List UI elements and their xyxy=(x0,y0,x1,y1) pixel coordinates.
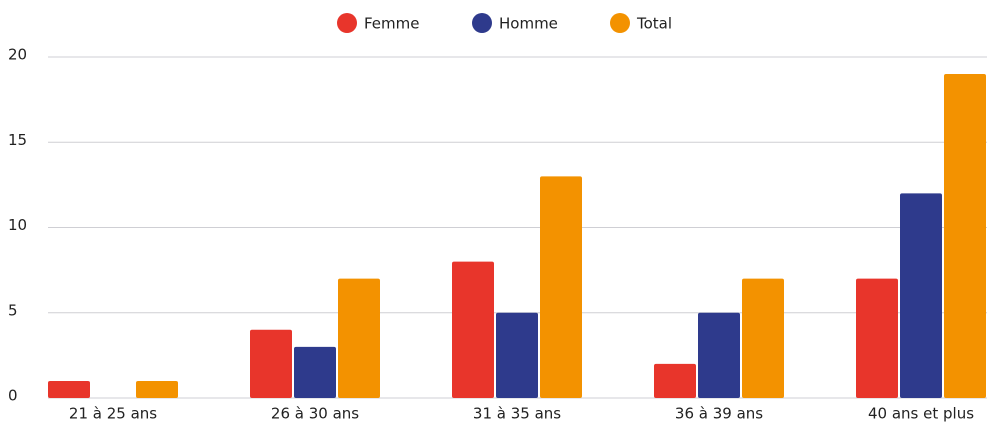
x-tick-label: 36 à 39 ans xyxy=(675,405,763,423)
bar xyxy=(250,329,292,398)
legend-swatch xyxy=(337,13,357,33)
y-tick-label: 20 xyxy=(8,46,27,64)
legend-label: Total xyxy=(636,15,672,33)
bar xyxy=(136,380,178,398)
bar xyxy=(742,278,784,398)
y-tick-label: 10 xyxy=(8,216,27,234)
y-tick-label: 15 xyxy=(8,131,27,149)
legend-swatch xyxy=(472,13,492,33)
legend-swatch xyxy=(610,13,630,33)
bar xyxy=(294,346,336,398)
bar xyxy=(540,176,582,398)
bar xyxy=(496,312,538,398)
x-tick-label: 31 à 35 ans xyxy=(473,405,561,423)
x-tick-label: 40 ans et plus xyxy=(868,405,974,423)
y-tick-label: 5 xyxy=(8,301,18,319)
bar xyxy=(48,380,90,398)
bar xyxy=(856,278,898,398)
legend-label: Femme xyxy=(364,15,420,33)
bar xyxy=(900,193,942,398)
bar xyxy=(452,261,494,398)
x-tick-label: 26 à 30 ans xyxy=(271,405,359,423)
bar xyxy=(944,74,986,399)
x-tick-label: 21 à 25 ans xyxy=(69,405,157,423)
bar xyxy=(338,278,380,398)
y-tick-label: 0 xyxy=(8,387,18,405)
legend-label: Homme xyxy=(499,15,558,33)
bar xyxy=(654,363,696,398)
bar xyxy=(698,312,740,398)
